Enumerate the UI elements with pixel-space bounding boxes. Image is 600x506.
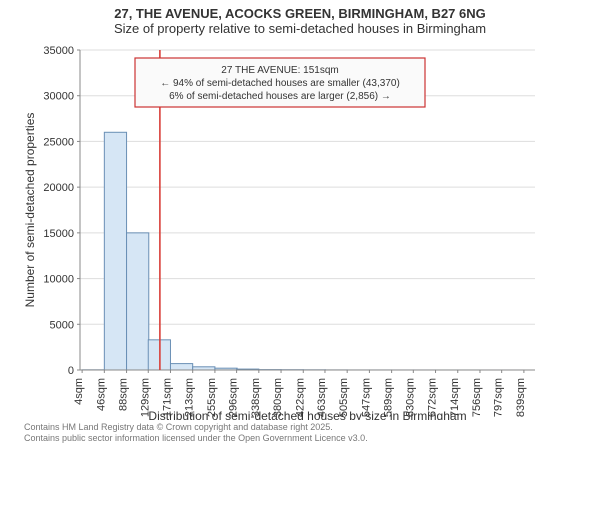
callout-line: 6% of semi-detached houses are larger (2… bbox=[169, 91, 391, 102]
y-tick-label: 5000 bbox=[50, 319, 74, 331]
footer-line-1: Contains HM Land Registry data © Crown c… bbox=[24, 422, 600, 433]
y-tick-label: 10000 bbox=[43, 274, 74, 286]
x-tick-label: 46sqm bbox=[95, 378, 107, 411]
title-sub: Size of property relative to semi-detach… bbox=[0, 21, 600, 36]
y-tick-label: 20000 bbox=[43, 182, 74, 194]
histogram-chart: 0 5000 10000 15000 20000 25000 30000 35000 4sqm 4… bbox=[20, 40, 580, 420]
histogram-bar bbox=[170, 364, 192, 370]
histogram-bar bbox=[104, 132, 126, 370]
footer-attribution: Contains HM Land Registry data © Crown c… bbox=[24, 422, 600, 445]
callout-line: 27 THE AVENUE: 151sqm bbox=[221, 65, 338, 76]
y-axis-title: Number of semi-detached properties bbox=[23, 113, 37, 308]
y-tick-label: 15000 bbox=[43, 228, 74, 240]
footer-line-2: Contains public sector information licen… bbox=[24, 433, 600, 444]
x-tick-label: 756sqm bbox=[471, 378, 483, 417]
title-main: 27, THE AVENUE, ACOCKS GREEN, BIRMINGHAM… bbox=[0, 6, 600, 21]
callout-line: ← 94% of semi-detached houses are smalle… bbox=[160, 78, 400, 89]
x-tick-label: 797sqm bbox=[493, 378, 505, 417]
y-tick-label: 25000 bbox=[43, 136, 74, 148]
y-tick-label: 0 bbox=[68, 365, 74, 377]
x-axis-title: Distribution of semi-detached houses by … bbox=[148, 409, 466, 420]
y-tick-label: 30000 bbox=[43, 91, 74, 103]
x-tick-label: 4sqm bbox=[73, 378, 85, 405]
x-tick-label: 839sqm bbox=[515, 378, 527, 417]
x-tick-label: 88sqm bbox=[118, 378, 130, 411]
histogram-bar bbox=[127, 233, 149, 370]
y-tick-label: 35000 bbox=[43, 45, 74, 57]
